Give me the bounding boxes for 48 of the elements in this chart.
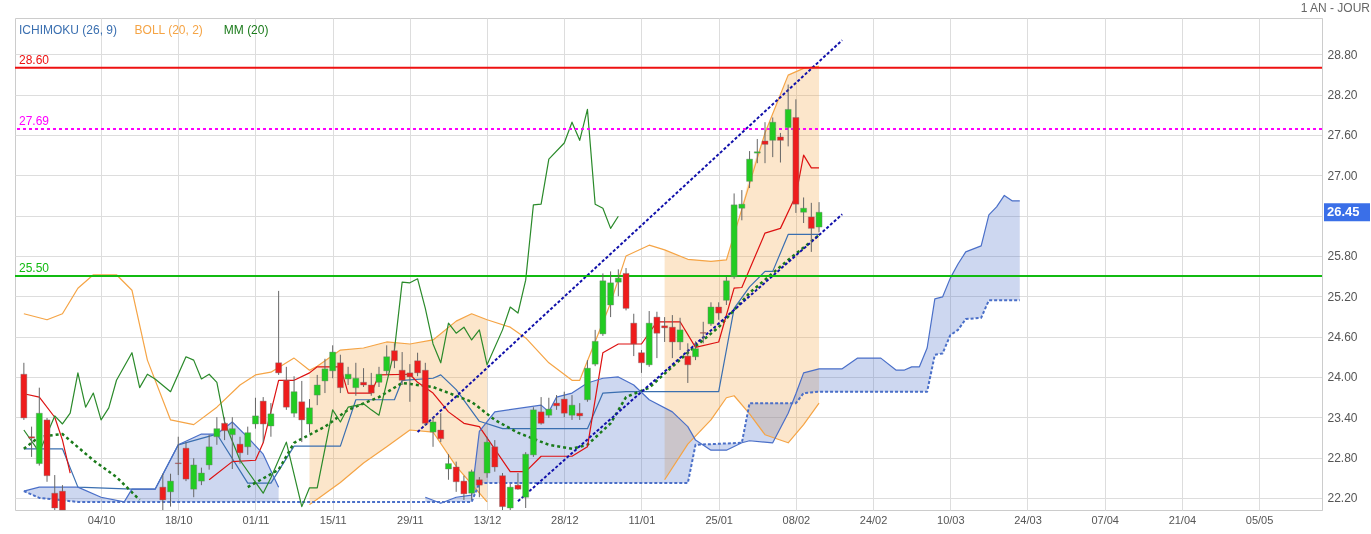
candlestick	[375, 366, 383, 388]
x-tick-label: 13/12	[473, 513, 502, 526]
x-tick-label: 28/12	[551, 513, 579, 526]
y-tick-label: 22.80	[1327, 451, 1358, 466]
x-tick-label: 08/02	[782, 513, 811, 526]
y-tick-label: 28.20	[1327, 88, 1358, 103]
candlestick	[800, 196, 807, 224]
candlestick	[314, 374, 321, 406]
candlestick	[205, 434, 213, 471]
x-tick-label: 04/10	[87, 513, 116, 526]
x-tick-label: 25/01	[705, 513, 733, 526]
text: 26.45	[1327, 204, 1360, 220]
ref-line-label: 27.69	[19, 113, 50, 128]
y-tick-label: 27.60	[1327, 128, 1358, 143]
x-tick-label: 21/04	[1168, 513, 1197, 526]
chart-subtitle: 1 AN - JOUR	[1300, 1, 1371, 15]
x-tick-label: 24/02	[859, 513, 888, 526]
line-series	[516, 213, 844, 503]
y-tick-label: 22.20	[1327, 491, 1358, 506]
y-tick-label: 24.00	[1327, 370, 1358, 385]
candlestick	[700, 321, 707, 344]
candlestick	[746, 150, 753, 189]
x-tick-label: 10/03	[937, 513, 965, 526]
y-tick-label: 25.20	[1327, 289, 1358, 304]
y-tick-label: 27.00	[1327, 168, 1358, 183]
x-tick-label: 05/05	[1245, 513, 1274, 526]
x-tick-label: 07/04	[1091, 513, 1119, 526]
candlestick	[591, 329, 599, 367]
ref-line-label: 25.50	[19, 261, 50, 276]
ref-line-label: 28.60	[19, 52, 50, 67]
y-tick-label: 28.80	[1327, 47, 1358, 62]
x-tick-label: 15/11	[319, 513, 347, 526]
candlestick	[275, 290, 282, 376]
x-tick-label: 29/11	[397, 513, 424, 526]
text: ICHIMOKU (26, 9)	[19, 23, 118, 37]
x-tick-label: 24/03	[1014, 513, 1042, 526]
candlestick	[754, 138, 761, 164]
y-tick-label: 23.40	[1327, 410, 1358, 425]
text: MM (20)	[223, 23, 269, 37]
text: BOLL (20, 2)	[134, 23, 203, 37]
y-tick-label: 24.60	[1327, 330, 1358, 345]
y-tick-label: 25.80	[1327, 249, 1358, 264]
candlestick	[630, 313, 637, 357]
x-tick-label: 11/01	[628, 513, 656, 526]
x-tick-label: 18/10	[165, 513, 193, 526]
candlestick	[723, 276, 730, 306]
x-tick-label: 01/11	[242, 513, 270, 526]
line-series	[416, 39, 844, 434]
